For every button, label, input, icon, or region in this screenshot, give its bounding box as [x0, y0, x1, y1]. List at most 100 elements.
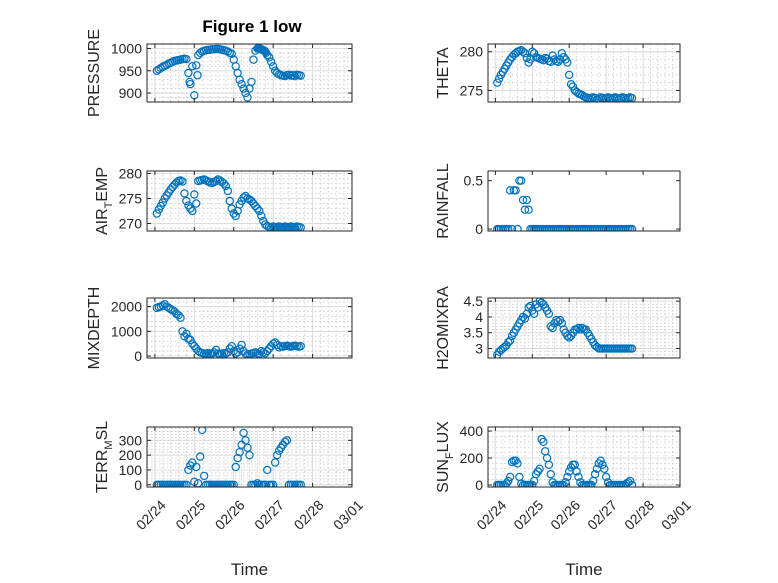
y-tick-label: 900	[119, 85, 143, 101]
y-tick-label: 1000	[111, 323, 142, 339]
y-axis-label: RAINFALL	[435, 163, 452, 239]
data-point	[553, 317, 563, 326]
x-tick-label: 02/25	[172, 497, 208, 533]
y-tick-label: 270	[119, 216, 143, 232]
data-point	[507, 457, 517, 467]
axes-frame	[146, 426, 353, 488]
data-point	[511, 186, 520, 195]
data-point	[268, 62, 278, 71]
series-points	[152, 175, 305, 231]
data-point	[241, 436, 250, 445]
data-point	[576, 325, 585, 334]
x-axis-label: Time	[231, 560, 268, 579]
data-point	[522, 195, 531, 205]
y-tick-label: 1000	[111, 40, 142, 56]
data-point	[196, 452, 205, 461]
data-point	[239, 193, 248, 202]
data-point	[261, 480, 270, 487]
figure-title: Figure 1 low	[202, 17, 302, 36]
data-point	[296, 223, 305, 231]
axes-pressure: 900 950 1000 PRESSURE	[86, 29, 353, 117]
grid	[488, 427, 680, 487]
data-point	[237, 79, 246, 89]
data-point	[596, 456, 605, 465]
data-point	[504, 338, 513, 347]
data-point	[223, 186, 233, 196]
data-point	[174, 311, 183, 320]
x-tick-label: 02/27	[584, 497, 620, 533]
x-tick-label: 03/01	[658, 497, 694, 533]
data-point	[253, 204, 262, 213]
data-point	[231, 211, 240, 221]
data-point	[601, 472, 611, 482]
data-point	[518, 47, 528, 56]
data-point	[172, 178, 181, 187]
y-axis-label: THETA	[435, 47, 452, 99]
data-point	[211, 176, 221, 186]
x-tick-label: 02/26	[212, 497, 248, 533]
data-point	[561, 478, 570, 487]
y-tick-label: 0.5	[464, 173, 484, 189]
data-point	[221, 181, 231, 191]
data-point	[178, 177, 187, 186]
y-tick-label: 3.5	[464, 325, 484, 341]
data-point	[507, 224, 517, 231]
x-axis-label: Time	[565, 560, 602, 579]
data-point	[243, 93, 252, 102]
data-point	[152, 209, 162, 218]
data-point	[158, 198, 167, 207]
data-point	[239, 84, 248, 93]
data-point	[182, 196, 191, 206]
data-point	[513, 459, 522, 468]
data-point	[282, 436, 292, 445]
data-point	[190, 190, 199, 199]
y-axis-label: SUNFLUX	[435, 421, 456, 493]
data-point	[296, 480, 305, 487]
series-points	[493, 45, 637, 102]
data-point	[290, 71, 300, 81]
series-points	[493, 434, 637, 487]
data-point	[184, 68, 193, 78]
data-point	[546, 469, 555, 479]
axes-sun-flux: 0 200 400 02/24 02/25 02/26 02/27 02/28 03/01 Tim…	[435, 421, 694, 579]
y-tick-label: 400	[460, 423, 484, 439]
data-point	[524, 205, 533, 214]
data-point	[192, 462, 201, 472]
data-point	[572, 467, 581, 476]
data-point	[231, 462, 240, 472]
data-point	[233, 453, 242, 463]
y-tick-label: 300	[119, 432, 143, 448]
data-point	[513, 224, 522, 231]
data-point	[260, 46, 269, 55]
series-points	[493, 176, 637, 231]
series-points	[152, 299, 305, 358]
y-tick-label: 200	[119, 447, 143, 463]
data-point	[227, 49, 236, 59]
data-point	[219, 179, 229, 188]
axes-frame	[487, 170, 681, 232]
data-point	[182, 54, 191, 64]
data-point	[272, 340, 282, 350]
data-point	[229, 480, 238, 487]
data-point	[528, 480, 537, 487]
data-point	[505, 336, 515, 345]
axes-frame	[487, 426, 681, 488]
y-axis-label: AIRTEMP	[94, 167, 115, 235]
data-point	[577, 323, 587, 333]
x-tick-label: 02/24	[473, 497, 509, 533]
y-tick-label: 950	[119, 63, 143, 79]
series-points	[493, 298, 637, 358]
data-point	[243, 443, 252, 452]
data-point	[553, 57, 563, 66]
data-point	[504, 476, 513, 486]
data-point	[598, 460, 607, 469]
data-point	[184, 465, 193, 475]
data-point	[574, 472, 583, 482]
x-tick-label: 02/26	[547, 497, 583, 533]
data-point	[504, 224, 513, 231]
data-point	[544, 309, 554, 318]
data-point	[197, 427, 207, 435]
data-point	[263, 465, 272, 475]
